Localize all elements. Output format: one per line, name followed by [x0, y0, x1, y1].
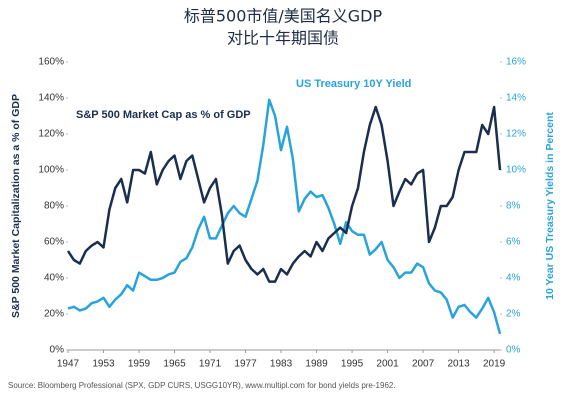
- y2-tick-label: 14%: [506, 93, 526, 104]
- x-tick-label: 2013: [447, 359, 470, 370]
- y2-tick-label: 10%: [506, 165, 526, 176]
- y-tick-label: 120%: [38, 129, 64, 140]
- x-tick-label: 1947: [57, 359, 80, 370]
- x-tick-label: 1971: [199, 359, 222, 370]
- x-tick-label: 2001: [376, 359, 399, 370]
- y2-tick-label: 2%: [506, 309, 521, 320]
- source-note: Source: Bloomberg Professional (SPX, GDP…: [8, 381, 396, 390]
- y-tick-label: 140%: [38, 93, 64, 104]
- y-axis-label: S&P 500 Market Capitalization as a % of …: [10, 94, 22, 318]
- series-line: [66, 105, 502, 283]
- x-tick-label: 1983: [270, 359, 293, 370]
- chart-title: 标普500市值/美国名义GDP: [184, 7, 383, 26]
- y-tick-label: 20%: [44, 309, 64, 320]
- y-tick-label: 0%: [50, 345, 65, 356]
- chart-subtitle: 对比十年期国债: [227, 29, 339, 48]
- y2-tick-label: 8%: [506, 201, 521, 212]
- y-tick-label: 80%: [44, 201, 64, 212]
- x-tick-label: 2007: [412, 359, 435, 370]
- y-tick-label: 100%: [38, 165, 64, 176]
- series-label: S&P 500 Market Cap as % of GDP: [76, 109, 251, 121]
- y2-tick-label: 0%: [506, 345, 521, 356]
- x-tick-label: 1977: [234, 359, 257, 370]
- y-tick-label: 160%: [38, 57, 64, 68]
- x-tick-label: 1965: [163, 359, 186, 370]
- y-tick-label: 60%: [44, 237, 64, 248]
- x-tick-label: 1995: [341, 359, 364, 370]
- y2-tick-label: 12%: [506, 129, 526, 140]
- y2-tick-label: 6%: [506, 237, 521, 248]
- x-tick-label: 1989: [305, 359, 328, 370]
- y2-tick-label: 16%: [506, 57, 526, 68]
- x-tick-label: 1953: [92, 359, 115, 370]
- x-tick-label: 1959: [128, 359, 151, 370]
- x-tick-label: 2019: [483, 359, 506, 370]
- y-tick-label: 40%: [44, 273, 64, 284]
- y2-tick-label: 4%: [506, 273, 521, 284]
- y2-axis-label: 10 Year US Treasury Yields in Percent: [544, 112, 556, 300]
- series-line: [67, 98, 502, 335]
- series-label: US Treasury 10Y Yield: [296, 78, 411, 90]
